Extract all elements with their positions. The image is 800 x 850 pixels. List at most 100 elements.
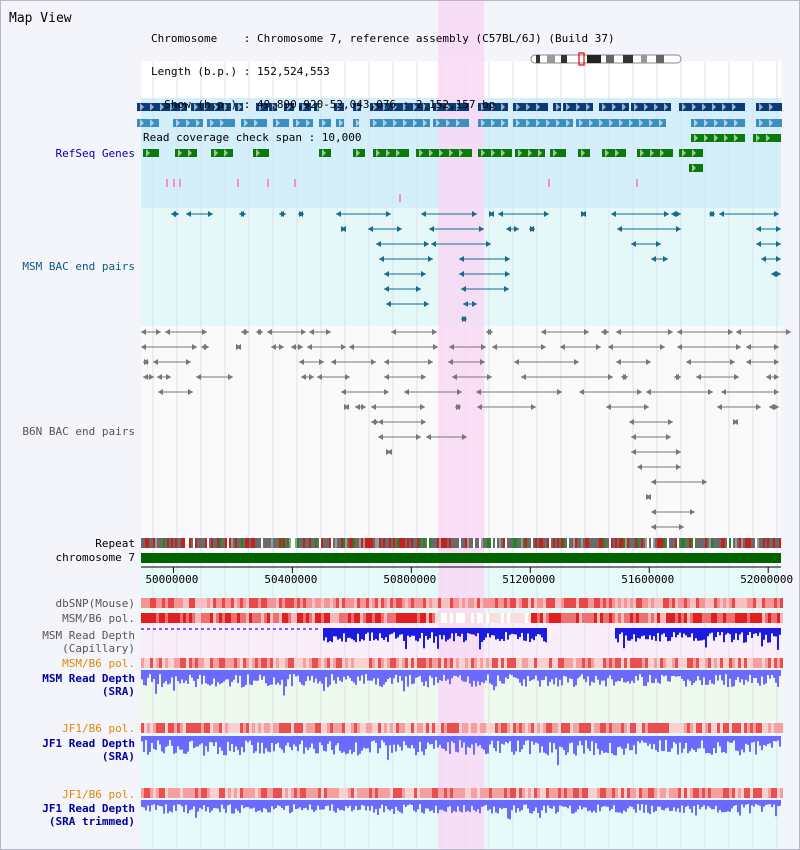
msm-capillary-depth-bar <box>389 628 391 635</box>
jf1-b6-pol-heat <box>636 723 639 733</box>
jf1-sra-depth-bar <box>271 736 273 743</box>
msm-b6-pol-sra-heat <box>270 658 273 668</box>
msm-capillary-depth-bar <box>525 628 527 641</box>
repeat-block <box>489 538 491 548</box>
jf1-b6-pol-heat <box>654 723 657 733</box>
refseq-gene-row1-arrow <box>287 103 291 111</box>
repeat-block <box>201 538 203 548</box>
refseq-gene-row1-arrow <box>317 103 321 111</box>
track-label-refseq[interactable]: RefSeq Genes <box>55 147 135 160</box>
msm-capillary-depth-bar <box>713 628 715 641</box>
jf1-b6-pol-trim-heat <box>477 788 480 798</box>
jf1-trim-depth-bar <box>557 800 559 813</box>
track-label-msm-depth-sra[interactable]: MSM Read Depth <box>42 672 135 685</box>
msm-sra-depth-bar <box>743 670 745 685</box>
track-label-msm-b6-pol[interactable]: MSM/B6 pol. <box>62 612 135 625</box>
repeat-block <box>611 538 613 548</box>
msm-sra-depth-bar <box>549 670 551 682</box>
b6n-bac-pair-end <box>452 374 457 380</box>
jf1-b6-pol-trim-heat <box>387 788 390 798</box>
jf1-b6-pol-trim-heat <box>252 788 255 798</box>
msm-sra-depth-bar <box>465 670 467 682</box>
msm-sra-depth-bar <box>737 670 739 678</box>
jf1-sra-depth-bar <box>643 736 645 743</box>
jf1-trim-depth-bar <box>169 800 171 812</box>
jf1-trim-depth-bar <box>535 800 537 808</box>
repeat-block <box>543 538 545 548</box>
jf1-trim-depth-bar <box>271 800 273 807</box>
jf1-trim-depth-bar <box>523 800 525 805</box>
msm-bac-pair-end <box>544 211 549 217</box>
b6n-bac-pair-end <box>676 464 681 470</box>
msm-b6-pol-sra-heat <box>429 658 432 668</box>
jf1-sra-depth-bar <box>175 736 177 753</box>
jf1-sra-depth-bar <box>675 736 677 744</box>
jf1-trim-depth-bar <box>653 800 655 813</box>
dbsnp-heat <box>633 598 636 608</box>
refseq-gene-row2-arrow <box>446 119 450 127</box>
dbsnp-heat <box>294 598 297 608</box>
repeat-block <box>199 538 201 548</box>
track-label-jf1-b6-pol[interactable]: JF1/B6 pol. <box>62 722 135 735</box>
msm-b6-pol-heat <box>750 613 753 623</box>
msm-capillary-depth-bar <box>543 628 545 642</box>
jf1-sra-depth-bar <box>361 736 363 751</box>
dbsnp-heat <box>390 598 393 608</box>
msm-sra-depth-bar <box>173 670 175 691</box>
track-label-msm-bac[interactable]: MSM BAC end pairs <box>22 260 135 273</box>
track-label-jf1-depth-sra[interactable]: JF1 Read Depth <box>42 737 135 750</box>
jf1-trim-depth-bar <box>437 800 439 814</box>
jf1-sra-depth-bar <box>635 736 637 755</box>
msm-sra-depth-bar <box>351 670 353 681</box>
jf1-sra-depth-bar <box>389 736 391 746</box>
repeat-block <box>173 538 175 548</box>
b6n-bac-pair-end <box>344 404 349 410</box>
track-label-jf1-depth-trim[interactable]: JF1 Read Depth <box>42 802 135 815</box>
jf1-b6-pol-heat <box>591 723 594 733</box>
b6n-bac-pair-end <box>301 329 306 335</box>
jf1-trim-depth-bar <box>143 800 145 808</box>
jf1-trim-depth-bar <box>215 800 217 809</box>
track-label-dbsnp[interactable]: dbSNP(Mouse) <box>55 597 135 610</box>
msm-b6-pol-heat <box>441 613 444 623</box>
jf1-sra-depth-bar <box>193 736 195 749</box>
ideogram-position-marker <box>578 52 585 66</box>
b6n-bac-pair-end <box>204 344 209 350</box>
msm-capillary-depth-bar <box>367 628 369 633</box>
msm-b6-pol-sra-heat <box>579 658 582 668</box>
msm-sra-depth-bar <box>719 670 721 675</box>
jf1-sra-depth-bar <box>249 736 251 741</box>
msm-b6-pol-heat <box>219 613 222 623</box>
ruler-tick-label: 50800000 <box>383 573 437 586</box>
msm-b6-pol-heat <box>402 613 405 623</box>
refseq-minor-mark <box>173 179 175 187</box>
jf1-sra-depth-bar <box>713 736 715 749</box>
repeat-block <box>759 538 761 548</box>
track-label-msm-depth-capillary[interactable]: MSM Read Depth <box>42 629 135 642</box>
msm-capillary-depth-bar <box>329 628 331 641</box>
jf1-sra-depth-bar <box>637 736 639 742</box>
msm-sra-depth-bar <box>333 670 335 681</box>
dbsnp-heat <box>627 598 630 608</box>
msm-b6-pol-heat <box>183 613 186 623</box>
track-label-b6n-bac[interactable]: B6N BAC end pairs <box>22 425 135 438</box>
msm-capillary-depth-bar <box>757 628 759 636</box>
jf1-sra-depth-bar <box>399 736 401 747</box>
msm-capillary-depth-bar <box>539 628 541 635</box>
repeat-block <box>483 538 485 548</box>
jf1-trim-depth-bar <box>533 800 535 812</box>
track-label-msm-b6-pol-sra[interactable]: MSM/B6 pol. <box>62 657 135 670</box>
jf1-trim-depth-bar <box>141 800 143 807</box>
jf1-trim-depth-bar <box>625 800 627 812</box>
msm-sra-depth-bar <box>385 670 387 683</box>
refseq-gene-row1-arrow <box>644 103 648 111</box>
msm-capillary-depth-bar <box>453 628 455 642</box>
msm-sra-depth-bar <box>201 670 203 685</box>
repeat-block <box>613 538 615 548</box>
msm-b6-pol-heat <box>240 613 243 623</box>
jf1-b6-pol-trim-heat <box>297 788 300 798</box>
jf1-b6-pol-heat <box>732 723 735 733</box>
refseq-gene-row1-arrow <box>383 103 387 111</box>
jf1-b6-pol-trim-heat <box>735 788 738 798</box>
track-label-jf1-b6-pol-trim[interactable]: JF1/B6 pol. <box>62 788 135 801</box>
